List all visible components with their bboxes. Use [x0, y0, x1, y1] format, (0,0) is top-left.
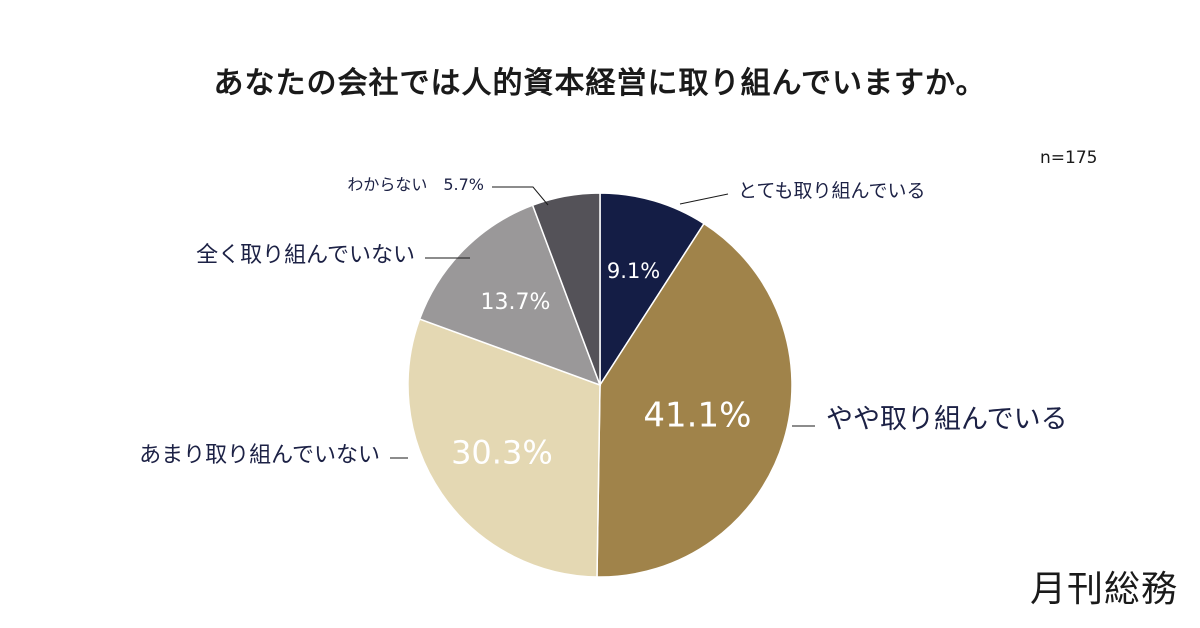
chart-title: あなたの会社では人的資本経営に取り組んでいますか。 [213, 66, 987, 101]
leader-line-very [679, 193, 729, 205]
value-label-somewhat: 41.1% [643, 395, 751, 435]
category-label-somewhat: やや取り組んでいる [826, 404, 1068, 435]
value-label-not-at-all: 13.7% [481, 290, 551, 315]
category-label-not-much: あまり取り組んでいない [139, 443, 380, 468]
sample-size: n=175 [1040, 148, 1098, 168]
category-label-not-at-all: 全く取り組んでいない [196, 243, 415, 268]
leader-line-unknown [492, 186, 549, 206]
pie-slice-unknown [531, 192, 601, 386]
value-label-not-much: 30.3% [451, 434, 553, 472]
pie-slice-not-at-all [418, 204, 602, 387]
pie-slice-somewhat [596, 222, 793, 578]
pie-slice-not-much [407, 318, 601, 578]
category-label-unknown: わからない 5.7% [347, 175, 484, 194]
value-label-very: 9.1% [607, 259, 660, 283]
category-label-very: とても取り組んでいる [738, 180, 926, 202]
pie-slice-very [599, 192, 706, 388]
brand-logo: 月刊総務 [1030, 569, 1179, 610]
